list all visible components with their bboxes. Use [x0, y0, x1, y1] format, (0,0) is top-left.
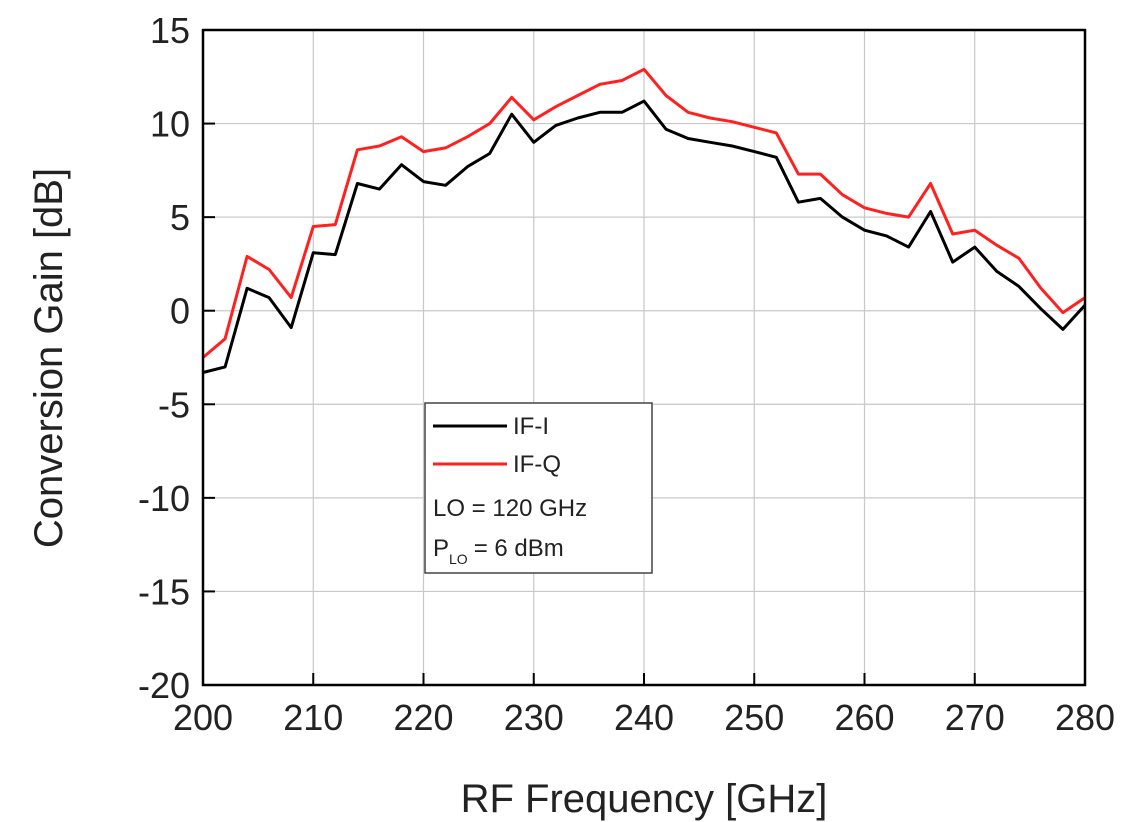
- y-axis-label: Conversion Gain [dB]: [27, 168, 71, 548]
- x-tick-label: 220: [393, 697, 453, 738]
- x-tick-label: 250: [724, 697, 784, 738]
- y-tick-label: -10: [138, 478, 190, 519]
- x-tick-label: 200: [173, 697, 233, 738]
- y-tick-label: 5: [170, 197, 190, 238]
- annotation-part: = 6 dBm: [474, 535, 564, 562]
- annotation-sub: LO: [449, 551, 468, 567]
- y-tick-label: -15: [138, 571, 190, 612]
- x-tick-label: 210: [283, 697, 343, 738]
- legend-box: [424, 402, 653, 574]
- x-tick-label: 230: [504, 697, 564, 738]
- x-tick-label: 280: [1055, 697, 1115, 738]
- x-tick-label: 240: [614, 697, 674, 738]
- x-axis-label: RF Frequency [GHz]: [461, 777, 828, 821]
- legend-label: IF-I: [513, 413, 549, 440]
- y-tick-label: 10: [150, 104, 190, 145]
- data-line: [202, 99, 1087, 374]
- y-tick-label: -20: [138, 665, 190, 706]
- x-tick-label: 270: [945, 697, 1005, 738]
- y-tick-label: 0: [170, 291, 190, 332]
- annotation: PLO = 6 dBm: [433, 535, 564, 567]
- legend-label: IF-Q: [513, 451, 561, 478]
- data-line: [202, 67, 1086, 359]
- annotation-part: P: [433, 535, 449, 562]
- y-tick-label: 15: [150, 10, 190, 51]
- annotation: LO = 120 GHz: [433, 495, 587, 522]
- y-tick-label: -5: [158, 384, 190, 425]
- plot-frame: [201, 28, 1087, 687]
- x-tick-label: 260: [834, 697, 894, 738]
